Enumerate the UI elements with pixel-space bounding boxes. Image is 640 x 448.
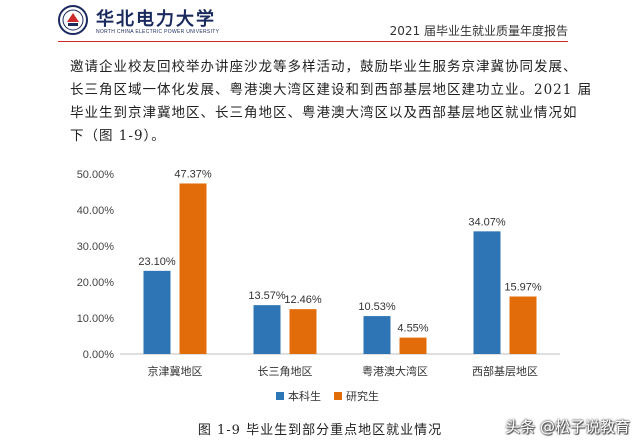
data-label: 13.57% (248, 290, 286, 302)
x-tick-label: 京津冀地区 (148, 364, 203, 378)
bar-undergrad (363, 316, 391, 354)
paragraph-line: 下（图 1-9）。 (70, 128, 166, 144)
figure-caption: 图 1-9 毕业生到部分重点地区就业情况 (197, 423, 443, 438)
report-title: 2021 届毕业生就业质量年度报告 (389, 24, 568, 38)
data-label: 15.97% (504, 282, 542, 294)
paragraph-line: 毕业生到京津冀地区、长三角地区、粤港澳大湾区以及西部基层地区就业情况如 (70, 105, 578, 121)
bar-graduate (509, 296, 537, 354)
x-tick-label: 西部基层地区 (472, 364, 538, 378)
data-label: 47.37% (174, 168, 212, 180)
x-tick-label: 粤港澳大湾区 (362, 364, 428, 378)
logo-text-en: NORTH CHINA ELECTRIC POWER UNIVERSITY (96, 29, 220, 35)
legend-label: 本科生 (288, 389, 321, 403)
x-tick-label: 长三角地区 (258, 365, 313, 378)
logo-text-cn: 华北电力大学 (96, 9, 216, 30)
y-tick-label: 30.00% (77, 241, 115, 253)
data-label: 4.55% (397, 323, 428, 335)
bar-undergrad (143, 270, 171, 354)
watermark: 头条 @松子说教育 (505, 418, 630, 436)
university-seal-icon (58, 5, 88, 35)
bar-graduate (179, 183, 207, 354)
legend-swatch (334, 392, 342, 400)
y-tick-label: 40.00% (77, 205, 115, 217)
bar-graduate (289, 309, 317, 354)
y-tick-label: 10.00% (77, 313, 115, 325)
data-label: 12.46% (284, 294, 322, 306)
bar-undergrad (253, 305, 281, 354)
y-tick-label: 50.00% (77, 169, 115, 181)
data-label: 34.07% (468, 216, 506, 228)
bar-undergrad (473, 231, 501, 354)
legend-label: 研究生 (346, 389, 379, 403)
report-header: 华北电力大学 NORTH CHINA ELECTRIC POWER UNIVER… (0, 0, 640, 44)
y-tick-label: 0.00% (83, 349, 114, 361)
legend-swatch (276, 392, 284, 400)
paragraph-line: 长三角区域一体化发展、粤港澳大湾区建设和到西部基层地区建功立业。2021 届 (70, 82, 593, 98)
header-divider (58, 41, 568, 42)
paragraph-line: 邀请企业校友回校举办讲座沙龙等多样活动，鼓励毕业生服务京津冀协同发展、 (70, 59, 578, 75)
y-tick-label: 20.00% (77, 277, 115, 289)
bar-graduate (399, 337, 427, 354)
data-label: 10.53% (358, 301, 396, 313)
body-paragraph: 邀请企业校友回校举办讲座沙龙等多样活动，鼓励毕业生服务京津冀协同发展、 长三角区… (70, 56, 593, 148)
data-label: 23.10% (138, 256, 176, 268)
